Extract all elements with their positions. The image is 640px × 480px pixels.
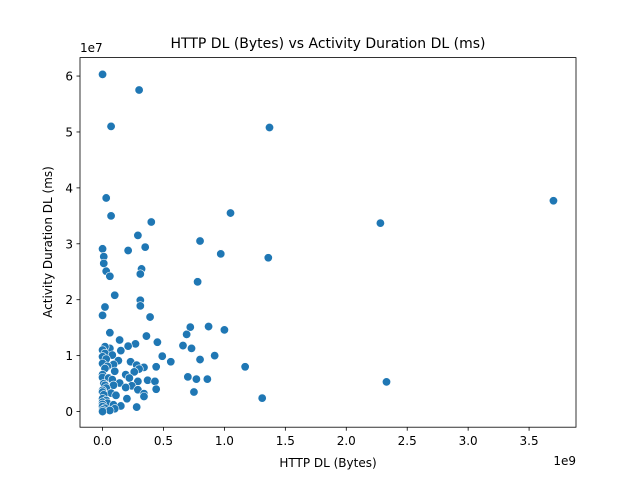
x-tick-label: 1.0 (215, 434, 234, 448)
data-point (105, 271, 115, 281)
x-tick-label: 3.0 (459, 434, 478, 448)
data-point (193, 277, 203, 287)
data-point (132, 402, 142, 412)
data-point (123, 246, 133, 256)
data-point (135, 269, 145, 279)
data-point (105, 405, 115, 415)
x-axis-ticks: 0.0 0.5 1.0 1.5 2.0 2.5 3.0 3.5 (93, 427, 539, 448)
data-point (100, 302, 110, 312)
x-axis-offset-label: 1e9 (553, 454, 576, 468)
x-tick-label: 1.5 (276, 434, 295, 448)
y-tick-label: 3 (65, 237, 73, 251)
data-point (185, 322, 195, 332)
y-tick-label: 0 (65, 405, 73, 419)
data-point (264, 122, 274, 132)
data-point (145, 312, 155, 322)
data-point (263, 253, 273, 263)
data-point (219, 325, 229, 335)
data-point (151, 362, 161, 372)
data-point (134, 85, 144, 95)
data-point (135, 301, 145, 311)
data-point (191, 374, 201, 384)
y-tick-label: 2 (65, 293, 73, 307)
data-point (240, 362, 250, 372)
data-point (139, 391, 149, 401)
data-point (381, 377, 391, 387)
data-point (106, 121, 116, 131)
data-point (548, 196, 558, 206)
x-tick-label: 0.5 (154, 434, 173, 448)
data-point (98, 310, 108, 320)
y-axis-ticks: 0 1 2 3 4 5 6 (65, 70, 80, 419)
data-point (166, 357, 176, 367)
points-layer (98, 69, 558, 417)
data-point (140, 242, 150, 252)
data-point (150, 376, 160, 386)
data-point (98, 244, 108, 254)
data-point (105, 328, 115, 338)
data-point (116, 346, 126, 356)
data-point (189, 387, 199, 397)
data-point (226, 208, 236, 218)
data-point (123, 341, 133, 351)
data-point (124, 373, 134, 383)
y-tick-label: 4 (65, 181, 73, 195)
data-point (202, 374, 212, 384)
data-point (183, 372, 193, 382)
data-point (101, 193, 111, 203)
x-tick-label: 3.5 (520, 434, 539, 448)
x-tick-label: 2.5 (398, 434, 417, 448)
y-tick-label: 1 (65, 349, 73, 363)
data-point (143, 375, 153, 385)
data-point (204, 322, 214, 332)
data-point (121, 382, 131, 392)
data-point (257, 393, 267, 403)
y-axis-offset-label: 1e7 (80, 41, 103, 55)
data-point (99, 258, 109, 268)
data-point (152, 337, 162, 347)
data-point (110, 366, 120, 376)
data-point (210, 351, 220, 361)
data-point (111, 390, 121, 400)
y-tick-label: 5 (65, 125, 73, 139)
data-point (141, 331, 151, 341)
data-point (146, 217, 156, 227)
x-axis-label: HTTP DL (Bytes) (279, 456, 376, 470)
data-point (195, 236, 205, 246)
data-point (115, 335, 125, 345)
y-axis-label: Activity Duration DL (ms) (41, 166, 55, 318)
data-point (98, 69, 108, 79)
x-tick-label: 2.0 (337, 434, 356, 448)
data-point (133, 230, 143, 240)
data-point (187, 343, 197, 353)
data-point (182, 329, 192, 339)
plot-frame (79, 57, 577, 428)
data-point (122, 394, 132, 404)
chart-title: HTTP DL (Bytes) vs Activity Duration DL … (171, 36, 486, 52)
data-point (157, 351, 167, 361)
data-point (106, 211, 116, 221)
x-tick-label: 0.0 (93, 434, 112, 448)
y-tick-label: 6 (65, 70, 73, 84)
data-point (216, 249, 226, 259)
data-point (151, 384, 161, 394)
data-point (129, 367, 139, 377)
data-point (195, 355, 205, 365)
data-point (178, 341, 188, 351)
data-point (110, 290, 120, 300)
data-point (98, 407, 108, 417)
data-point (375, 218, 385, 228)
